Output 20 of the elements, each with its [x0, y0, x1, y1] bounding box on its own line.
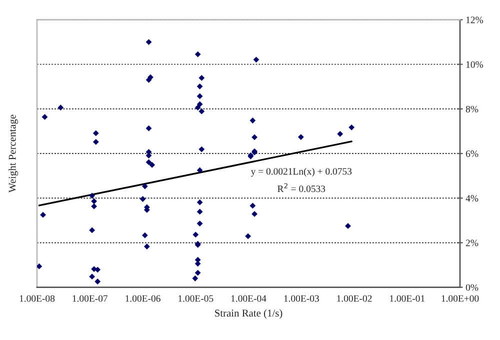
x-tick-label: 1.00E-08 [20, 295, 55, 302]
y-tick-label: 6% [466, 150, 478, 158]
y-tick-label: 4% [466, 195, 478, 202]
y-tick-label: 2% [466, 240, 478, 246]
x-tick-label: 1.00E-04 [231, 295, 266, 302]
y-tick-label: 0% [466, 284, 478, 291]
annotation: y = 0.0021Ln(x) + 0.0753 [250, 168, 352, 177]
annotation: R$^{2}$ = 0.0533 [277, 183, 326, 192]
x-tick-label: 1.00E-01 [390, 295, 424, 302]
x-tick-label: 1.00E-03 [284, 295, 319, 302]
x-tick-label: 1.00E-05 [178, 295, 214, 302]
x-tick-label: 1.00E+00 [442, 295, 479, 302]
y-tick-label: 8% [466, 106, 478, 112]
x-axis-title: Strain Rate (1/s) [215, 309, 282, 319]
x-tick-label: 1.00E-07 [72, 295, 108, 302]
x-tick-label: 1.00E-02 [337, 295, 372, 302]
y-tick-label: 10% [466, 61, 484, 68]
y-tick-label: 12% [466, 16, 484, 24]
x-tick-label: 1.00E-06 [126, 295, 160, 302]
y-axis-title: Weight Percentage [8, 114, 18, 193]
